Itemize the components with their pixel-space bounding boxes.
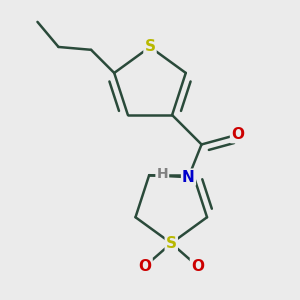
- Text: N: N: [182, 170, 195, 185]
- Text: O: O: [191, 259, 204, 274]
- Text: S: S: [145, 39, 155, 54]
- Text: O: O: [139, 259, 152, 274]
- Text: S: S: [166, 236, 177, 251]
- Text: O: O: [231, 127, 244, 142]
- Text: H: H: [157, 167, 168, 181]
